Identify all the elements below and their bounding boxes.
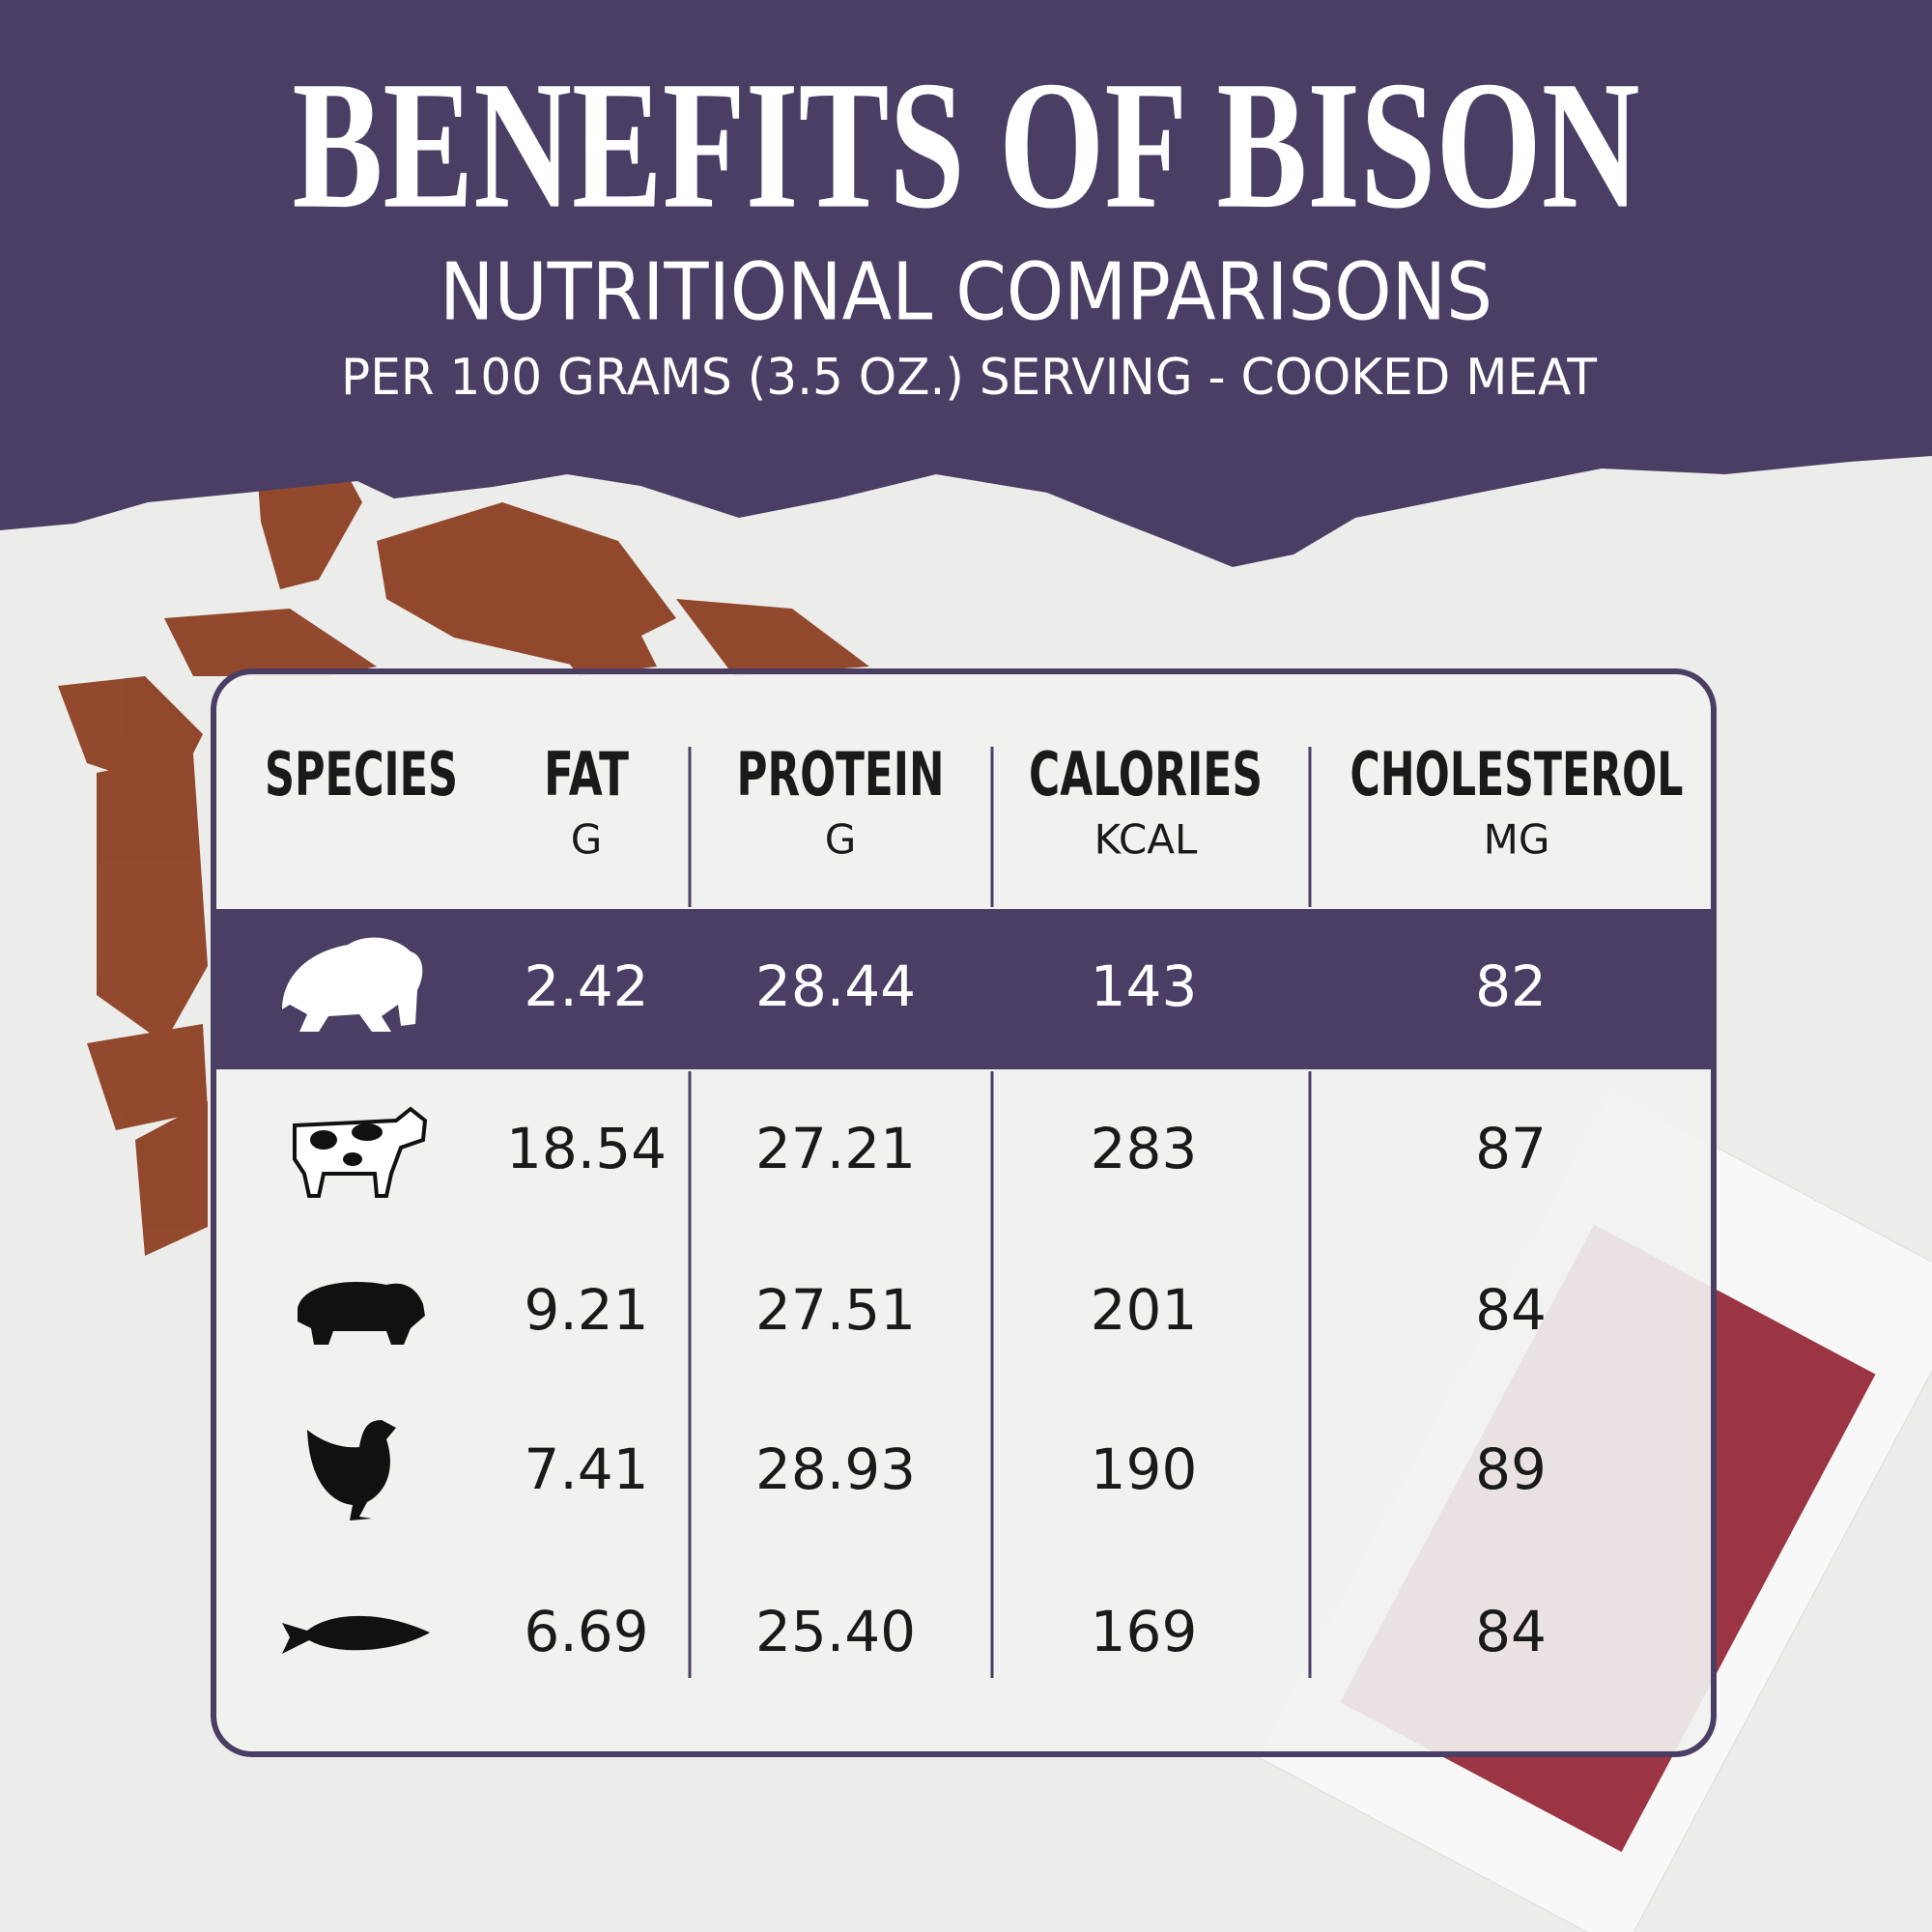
cell-value: 190 bbox=[1091, 1436, 1198, 1502]
cell-value: 18.54 bbox=[506, 1116, 667, 1181]
header-band bbox=[0, 0, 1932, 567]
cell-value: 27.51 bbox=[755, 1277, 916, 1343]
cow-icon bbox=[293, 1106, 428, 1198]
cell-value: 28.93 bbox=[755, 1436, 916, 1502]
cell-value: 28.44 bbox=[755, 953, 916, 1019]
table: SPECIES FAT G PROTEIN G CALORIES KCAL CHOLESTER… bbox=[265, 739, 1684, 1678]
cell-value: 7.41 bbox=[524, 1436, 648, 1502]
cell-value: 84 bbox=[1475, 1599, 1547, 1664]
column-header: FAT bbox=[544, 739, 629, 810]
column-header: CALORIES bbox=[1029, 739, 1263, 810]
highlight-row bbox=[216, 909, 1711, 1069]
column-header: CHOLESTEROL bbox=[1350, 739, 1684, 810]
cell-value: 143 bbox=[1091, 953, 1198, 1019]
cell-value: 25.40 bbox=[755, 1599, 916, 1664]
cell-value: 283 bbox=[1091, 1116, 1198, 1181]
cell-value: 27.21 bbox=[755, 1116, 916, 1181]
column-unit: KCAL bbox=[1094, 816, 1198, 864]
column-unit: MG bbox=[1484, 816, 1550, 864]
bison-icon bbox=[282, 937, 423, 1032]
cell-value: 6.69 bbox=[524, 1599, 648, 1664]
cell-value: 89 bbox=[1475, 1436, 1547, 1502]
jerky-decoration bbox=[58, 440, 869, 1256]
pig-icon bbox=[298, 1282, 425, 1345]
cell-value: 2.42 bbox=[524, 953, 648, 1019]
column-unit: G bbox=[825, 816, 857, 864]
title: BENEFITS OF BISON bbox=[293, 44, 1640, 247]
note: PER 100 GRAMS (3.5 OZ.) SERVING - COOKED… bbox=[341, 349, 1597, 407]
column-header: PROTEIN bbox=[737, 739, 945, 810]
cell-value: 169 bbox=[1091, 1599, 1198, 1664]
chicken-icon bbox=[307, 1420, 396, 1520]
cell-value: 201 bbox=[1091, 1277, 1198, 1343]
column-header: SPECIES bbox=[265, 739, 458, 810]
cell-value: 84 bbox=[1475, 1277, 1547, 1343]
fish-icon bbox=[282, 1615, 430, 1654]
column-unit: G bbox=[571, 816, 603, 864]
cell-value: 87 bbox=[1475, 1116, 1547, 1181]
subtitle: NUTRITIONAL COMPARISONS bbox=[440, 246, 1492, 338]
cell-value: 82 bbox=[1475, 953, 1547, 1019]
cell-value: 9.21 bbox=[524, 1277, 648, 1343]
